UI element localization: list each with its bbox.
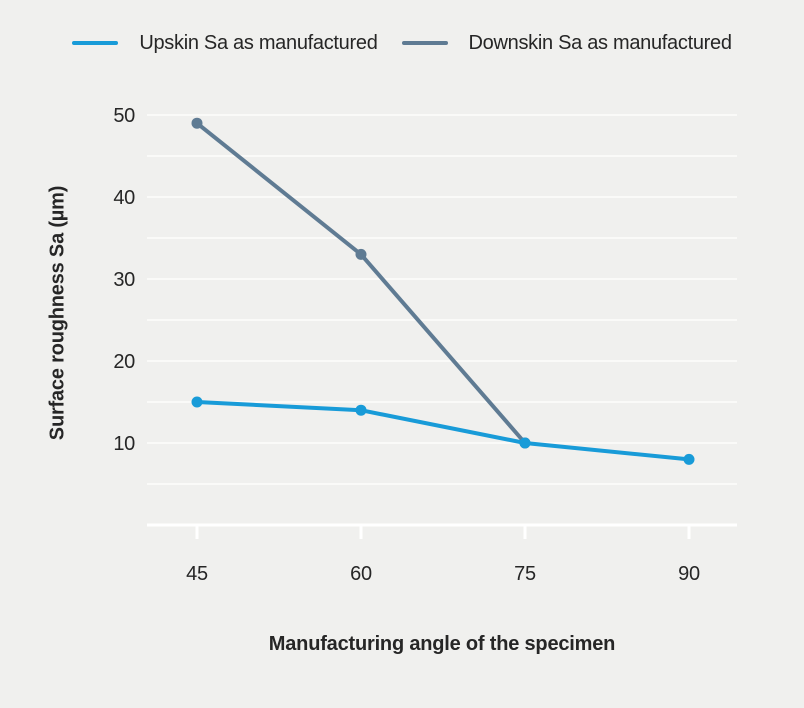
- data-point: [519, 437, 531, 449]
- x-axis-title: Manufacturing angle of the specimen: [268, 633, 616, 655]
- series-line: [195, 400, 691, 462]
- upskin-line-swatch: [72, 41, 119, 45]
- y-tick-label: 50: [113, 105, 135, 127]
- y-tick-label: 20: [113, 351, 135, 373]
- x-tick-label: 60: [350, 563, 372, 585]
- data-point: [191, 117, 203, 129]
- legend-item-downskin: Downskin Sa as manufactured: [401, 31, 732, 55]
- y-tick-label: 40: [113, 187, 135, 209]
- legend: Upskin Sa as manufactured Downskin Sa as…: [0, 30, 804, 56]
- y-tick-label: 10: [113, 433, 135, 455]
- y-tick-label: 30: [113, 269, 135, 291]
- data-point: [191, 396, 203, 408]
- downskin-line-swatch: [401, 41, 448, 45]
- x-tick-label: 90: [678, 563, 700, 585]
- legend-label-downskin: Downskin Sa as manufactured: [468, 31, 732, 54]
- legend-label-upskin: Upskin Sa as manufactured: [139, 31, 378, 54]
- y-axis-title: Surface roughness Sa (µm): [46, 185, 69, 441]
- data-point: [683, 453, 695, 465]
- data-point: [355, 248, 367, 260]
- x-tick-label: 45: [186, 563, 208, 585]
- data-point: [355, 404, 367, 416]
- x-tick-label: 75: [514, 563, 536, 585]
- series-line: [195, 121, 527, 445]
- legend-item-upskin: Upskin Sa as manufactured: [72, 31, 378, 55]
